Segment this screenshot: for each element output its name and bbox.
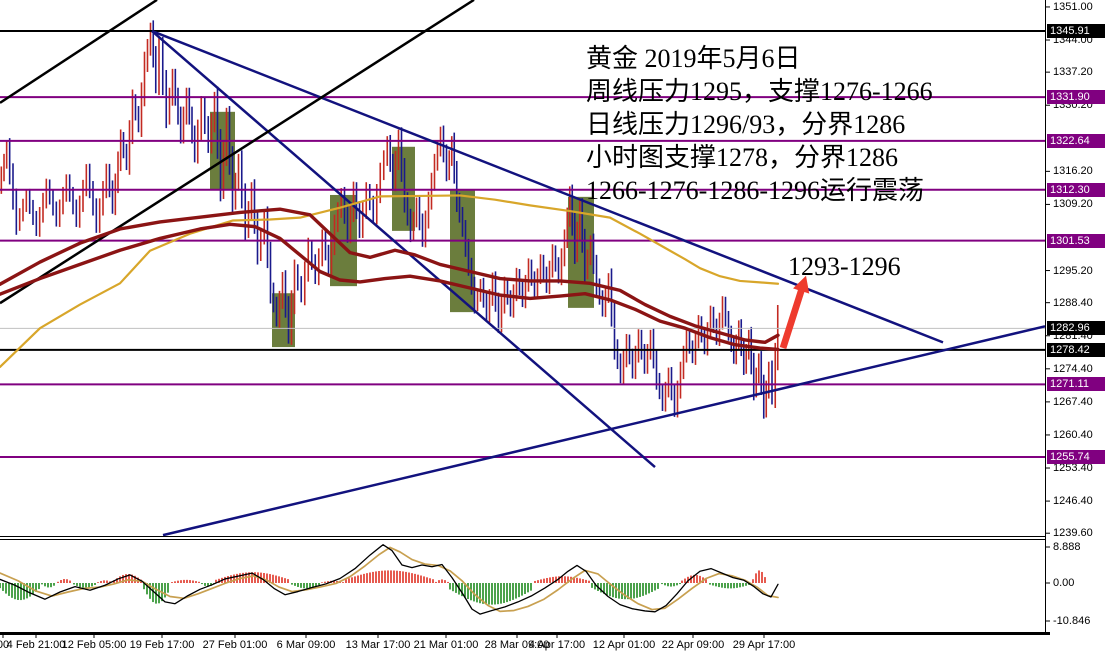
price-level-tag: 1271.11 bbox=[1047, 377, 1105, 392]
macd-axis-label: 8.888 bbox=[1053, 541, 1081, 553]
time-axis-label: 12 Apr 01:00 bbox=[592, 639, 656, 651]
price-level-tag: 1322.64 bbox=[1047, 133, 1105, 148]
time-axis-label: 12 Feb 05:00 bbox=[61, 639, 127, 651]
macd-axis-label: 0.00 bbox=[1053, 577, 1075, 589]
price-axis-label: 1253.40 bbox=[1053, 462, 1093, 475]
time-axis-label: 4 Apr 17:00 bbox=[528, 639, 586, 651]
price-axis-label: 1246.40 bbox=[1053, 495, 1093, 508]
price-axis-label: 1316.20 bbox=[1053, 165, 1093, 178]
black-ascending-short-trendline bbox=[0, 0, 158, 104]
navy-ascending-support-trendline bbox=[162, 325, 1046, 537]
bottom-axis-line bbox=[0, 632, 1050, 635]
price-axis-label: 1351.00 bbox=[1053, 0, 1093, 13]
annotation-line: 小时图支撑1278，分界1286 bbox=[586, 143, 899, 172]
time-axis-label: 22 Apr 09:00 bbox=[661, 639, 725, 651]
annotation-block: 黄金 2019年5月6日 周线压力1295，支撑1276-1266 日线压力12… bbox=[586, 42, 933, 207]
price-level-tag: 1331.90 bbox=[1047, 90, 1105, 105]
annotation-line: 日线压力1296/93，分界1286 bbox=[586, 110, 906, 139]
price-axis-label: 1295.20 bbox=[1053, 264, 1093, 277]
time-axis-label: 27 Feb 01:00 bbox=[202, 639, 268, 651]
navy-descending-shallow-trendline bbox=[151, 29, 944, 344]
price-axis-label: 1309.20 bbox=[1053, 198, 1093, 211]
time-axis-label: 6 Mar 09:00 bbox=[276, 639, 336, 651]
time-axis-label: 00 bbox=[0, 639, 10, 651]
gold-ma-line bbox=[0, 194, 780, 369]
annotation-line: 周线压力1295，支撑1276-1266 bbox=[586, 77, 933, 106]
maroon-ma-line bbox=[0, 207, 780, 345]
price-level-tag: 1255.74 bbox=[1047, 449, 1105, 464]
price-axis-label: 1337.20 bbox=[1053, 66, 1093, 79]
price-axis-label: 1288.40 bbox=[1053, 296, 1093, 309]
macd-main-line bbox=[0, 544, 779, 615]
price-axis-label: 1239.60 bbox=[1053, 527, 1093, 540]
price-level-tag: 1312.30 bbox=[1047, 182, 1105, 197]
price-level-tag: 1278.42 bbox=[1047, 342, 1105, 357]
macd-axis-label: -10.846 bbox=[1053, 615, 1091, 627]
price-level-tag: 1282.96 bbox=[1047, 321, 1105, 336]
time-axis-label: 19 Feb 17:00 bbox=[129, 639, 195, 651]
time-axis-label: 28 Mar 09:00 bbox=[484, 639, 550, 651]
annotation-line: 1266-1276-1286-1296运行震荡 bbox=[586, 176, 924, 205]
up-arrow bbox=[779, 275, 810, 350]
macd-indicator-area[interactable] bbox=[0, 540, 1045, 631]
target-range-label: 1293-1296 bbox=[788, 252, 901, 281]
price-level-tag: 1301.53 bbox=[1047, 233, 1105, 248]
black-ascending-long-trendline bbox=[0, 0, 475, 305]
navy-descending-steep-trendline bbox=[151, 30, 656, 469]
time-axis-label: 21 Mar 01:00 bbox=[413, 639, 479, 651]
price-axis-label: 1274.40 bbox=[1053, 362, 1093, 375]
main-chart-area[interactable] bbox=[0, 0, 1045, 536]
maroon-ma-line bbox=[0, 222, 780, 352]
macd-signal-line bbox=[0, 546, 779, 613]
price-axis-label: 1267.40 bbox=[1053, 395, 1093, 408]
price-level-tag: 1345.91 bbox=[1047, 24, 1105, 38]
time-axis-label: 29 Apr 17:00 bbox=[732, 639, 796, 651]
time-axis-label: 13 Mar 17:00 bbox=[345, 639, 411, 651]
annotation-line: 黄金 2019年5月6日 bbox=[586, 44, 801, 73]
price-axis-label: 1260.40 bbox=[1053, 428, 1093, 441]
time-axis-label: 4 Feb 21:00 bbox=[6, 639, 66, 651]
